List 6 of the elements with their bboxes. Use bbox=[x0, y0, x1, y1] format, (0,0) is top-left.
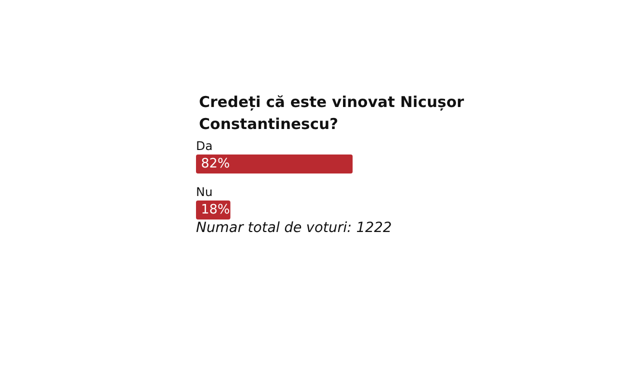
text: Numar total de voturi: 1222 bbox=[196, 220, 392, 236]
y-tick-label: Nu bbox=[196, 185, 213, 199]
chart-title: Credeți că este vinovat Nicușor Constantinescu? bbox=[199, 93, 470, 133]
y-tick-label: Da bbox=[196, 139, 213, 153]
data-label: 18% bbox=[201, 202, 230, 218]
data-label: 82% bbox=[201, 156, 230, 172]
